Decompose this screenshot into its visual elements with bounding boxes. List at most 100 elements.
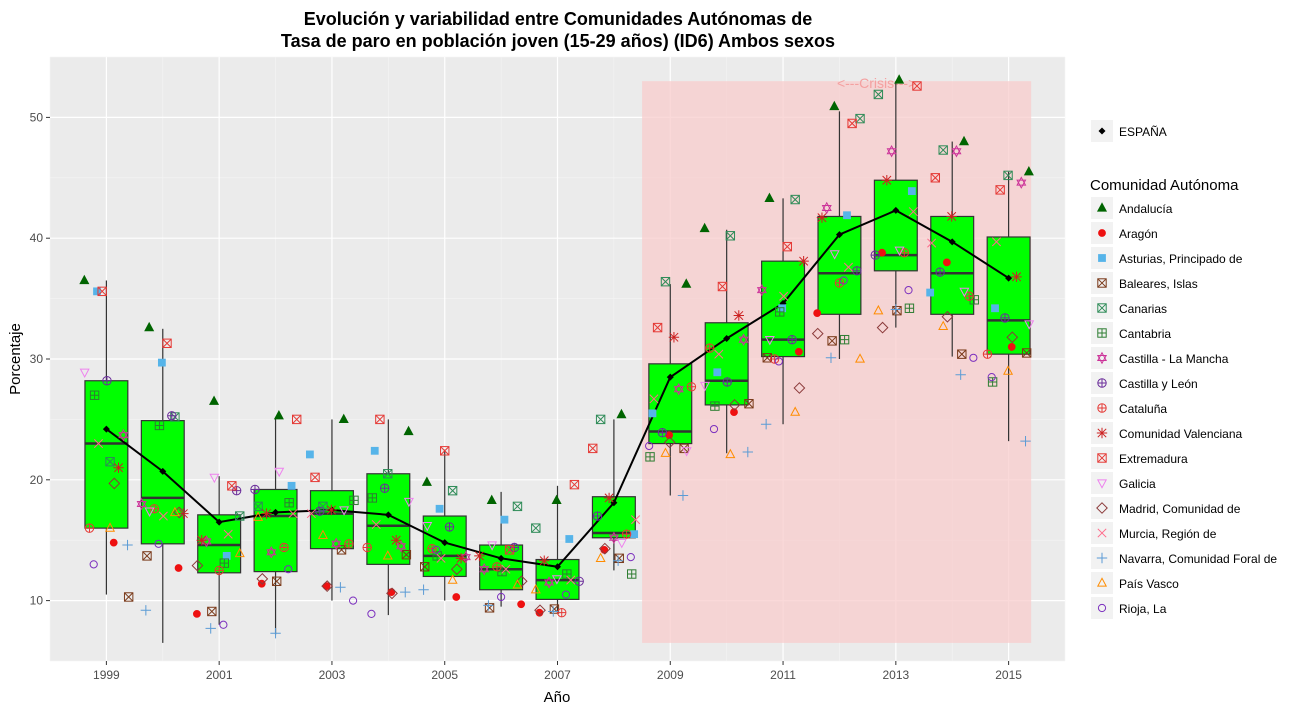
data-point: [645, 452, 655, 462]
espana-point: [441, 539, 449, 547]
y-tick-label: 20: [30, 473, 44, 487]
data-point: [403, 425, 414, 436]
data-point: [368, 493, 377, 503]
data-point: [486, 494, 497, 504]
data-point: [907, 187, 916, 195]
data-point: [144, 507, 155, 517]
data-point: [447, 574, 458, 584]
data-point: [344, 539, 354, 549]
data-point: [284, 565, 293, 574]
legend-label: Rioja, La: [1119, 602, 1167, 616]
data-point: [991, 237, 1002, 247]
box-iqr: [140, 420, 185, 545]
data-point: [991, 304, 999, 313]
data-point: [959, 287, 970, 298]
data-point: [403, 425, 414, 436]
data-point: [987, 373, 996, 382]
legend-key-marker: [1097, 378, 1107, 388]
data-point: [775, 307, 785, 317]
data-point: [272, 576, 282, 586]
data-point: [544, 576, 555, 586]
data-point: [941, 310, 954, 323]
data-point: [274, 467, 285, 478]
legend-key-marker: [1097, 528, 1107, 538]
data-point: [725, 231, 736, 241]
data-point: [930, 173, 941, 183]
data-point: [124, 592, 134, 602]
data-point: [561, 590, 571, 599]
data-point: [725, 231, 735, 241]
data-point: [335, 582, 346, 593]
data-point: [79, 368, 90, 379]
data-point: [829, 100, 840, 111]
data-point: [310, 472, 320, 483]
data-point: [657, 427, 668, 438]
data-point: [894, 74, 905, 84]
data-point: [108, 477, 121, 490]
data-point: [452, 593, 461, 601]
data-point: [626, 553, 635, 562]
data-point: [338, 413, 349, 424]
data-point: [118, 428, 129, 439]
legend-key-marker: [1096, 502, 1108, 514]
data-point: [738, 333, 749, 346]
data-point: [253, 511, 264, 521]
data-point: [1007, 343, 1016, 351]
data-point: [455, 553, 467, 564]
data-point: [383, 469, 393, 479]
data-point: [492, 562, 502, 571]
legend-label: Comunidad Valenciana: [1119, 427, 1243, 441]
data-point: [598, 542, 611, 555]
data-point: [512, 501, 523, 512]
data-point: [616, 408, 627, 419]
data-point: [235, 511, 245, 521]
data-point: [930, 173, 941, 183]
data-point: [941, 310, 954, 323]
data-point: [391, 535, 402, 546]
data-point: [854, 353, 866, 363]
data-point: [93, 439, 104, 449]
data-point: [995, 185, 1005, 195]
data-point: [232, 486, 241, 495]
data-point: [756, 283, 767, 297]
data-point: [728, 398, 741, 411]
legend-items: Andalucía Aragón Asturias, Principado de Ba…: [1091, 197, 1277, 619]
data-point: [710, 401, 720, 411]
data-point: [995, 185, 1005, 195]
data-point: [256, 572, 269, 585]
data-point: [946, 211, 957, 222]
data-point: [942, 258, 951, 267]
box-iqr: [986, 236, 1031, 355]
data-point: [432, 545, 441, 554]
data-point: [288, 509, 298, 519]
data-point: [769, 354, 780, 364]
data-point: [714, 349, 724, 359]
data-point: [987, 373, 996, 382]
data-point: [648, 409, 657, 418]
data-point: [273, 410, 284, 420]
legend-key-marker: [1097, 328, 1107, 338]
x-tick-label: 2011: [770, 668, 796, 682]
data-point: [395, 543, 407, 553]
data-point: [847, 118, 857, 129]
data-point: [991, 237, 1002, 247]
data-point: [79, 368, 90, 379]
data-point: [321, 580, 334, 593]
data-point: [681, 447, 692, 457]
data-point: [375, 414, 385, 424]
data-point: [367, 493, 378, 503]
data-point: [505, 545, 515, 555]
legend-key-marker: [1097, 378, 1107, 388]
data-point: [566, 575, 576, 585]
data-point: [336, 545, 347, 555]
data-point: [870, 250, 880, 260]
legend-key-marker: [1096, 351, 1108, 362]
data-point: [142, 551, 152, 561]
data-point: [876, 321, 889, 334]
data-point: [292, 414, 302, 425]
data-point: [79, 274, 90, 285]
data-point: [779, 291, 789, 301]
data-point: [627, 569, 636, 579]
data-point: [905, 304, 914, 313]
data-point: [886, 144, 897, 155]
